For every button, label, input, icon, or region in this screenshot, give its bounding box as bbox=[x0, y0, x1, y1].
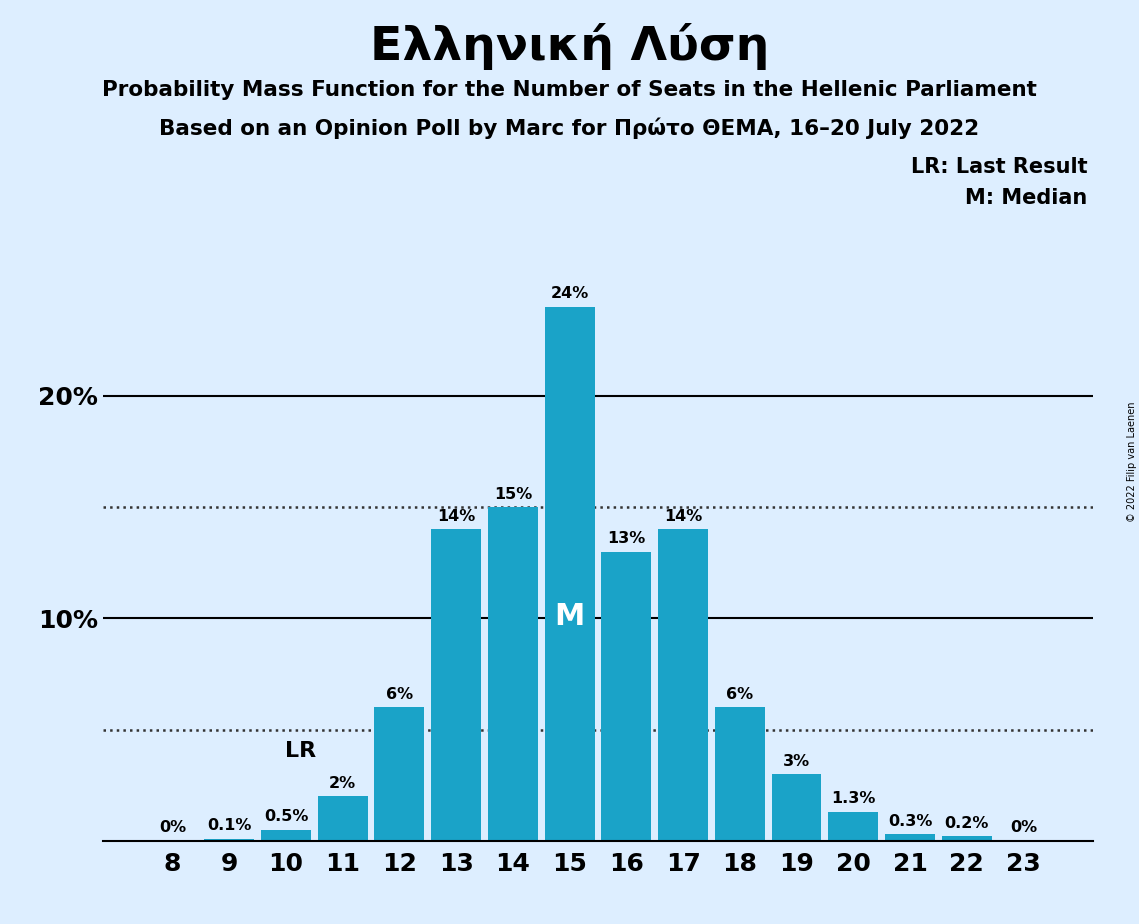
Text: 6%: 6% bbox=[727, 687, 753, 702]
Text: 0%: 0% bbox=[1010, 821, 1036, 835]
Text: 0.2%: 0.2% bbox=[944, 816, 989, 831]
Bar bbox=[261, 830, 311, 841]
Text: 0.5%: 0.5% bbox=[264, 809, 309, 824]
Text: 15%: 15% bbox=[494, 487, 532, 502]
Bar bbox=[432, 529, 481, 841]
Text: Based on an Opinion Poll by Marc for Πρώτο ΘΕΜΑ, 16–20 July 2022: Based on an Opinion Poll by Marc for Πρώ… bbox=[159, 117, 980, 139]
Text: 1.3%: 1.3% bbox=[831, 791, 876, 807]
Text: M: M bbox=[555, 602, 584, 631]
Text: LR: LR bbox=[285, 741, 316, 760]
Text: 2%: 2% bbox=[329, 776, 357, 791]
Bar bbox=[375, 708, 425, 841]
Text: 14%: 14% bbox=[664, 509, 702, 524]
Bar bbox=[658, 529, 708, 841]
Bar bbox=[828, 812, 878, 841]
Bar bbox=[318, 796, 368, 841]
Text: 0%: 0% bbox=[159, 821, 186, 835]
Bar bbox=[885, 834, 935, 841]
Text: 0.3%: 0.3% bbox=[887, 814, 932, 829]
Text: 24%: 24% bbox=[550, 286, 589, 301]
Bar bbox=[771, 774, 821, 841]
Text: Probability Mass Function for the Number of Seats in the Hellenic Parliament: Probability Mass Function for the Number… bbox=[103, 80, 1036, 101]
Text: 6%: 6% bbox=[386, 687, 413, 702]
Bar bbox=[204, 839, 254, 841]
Text: © 2022 Filip van Laenen: © 2022 Filip van Laenen bbox=[1126, 402, 1137, 522]
Bar bbox=[487, 507, 538, 841]
Text: 3%: 3% bbox=[782, 754, 810, 769]
Text: M: Median: M: Median bbox=[966, 188, 1088, 209]
Text: 13%: 13% bbox=[607, 531, 646, 546]
Bar bbox=[544, 307, 595, 841]
Bar bbox=[601, 552, 652, 841]
Text: 14%: 14% bbox=[437, 509, 475, 524]
Text: LR: Last Result: LR: Last Result bbox=[911, 157, 1088, 177]
Text: Ελληνική Λύση: Ελληνική Λύση bbox=[370, 23, 769, 70]
Bar bbox=[715, 708, 764, 841]
Bar bbox=[942, 836, 992, 841]
Text: 0.1%: 0.1% bbox=[207, 818, 252, 833]
